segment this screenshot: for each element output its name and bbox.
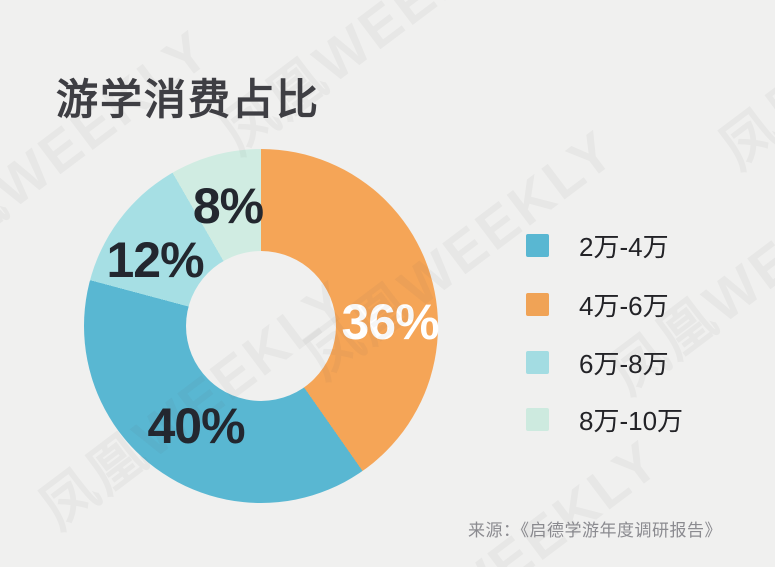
legend-label: 6万-8万 — [579, 348, 669, 379]
slice-label-4-6: 36% — [341, 294, 439, 350]
legend-swatch-icon — [526, 407, 549, 431]
source-note: 来源：《启德学游年度调研报告》 — [468, 521, 722, 540]
legend-label: 4万-6万 — [579, 290, 669, 321]
watermark-text: 凤凰WEEKLY — [707, 0, 775, 181]
slice-label-6-8: 12% — [106, 232, 204, 288]
legend-swatch-icon — [526, 292, 549, 316]
slice-label-2-4: 40% — [147, 398, 245, 454]
legend-swatch-icon — [526, 233, 549, 257]
legend-item: 2万-4万 — [526, 232, 669, 262]
donut-hole — [186, 251, 336, 401]
legend-label: 8万-10万 — [579, 405, 684, 436]
legend-item: 6万-8万 — [526, 349, 669, 379]
slice-label-8-10: 8% — [192, 178, 264, 234]
legend-swatch-icon — [526, 350, 549, 374]
legend-item: 8万-10万 — [526, 406, 683, 436]
legend-label: 2万-4万 — [579, 231, 669, 262]
chart-title: 游学消费占比 — [56, 76, 321, 124]
legend-item: 4万-6万 — [526, 291, 669, 321]
donut-chart — [84, 149, 438, 503]
